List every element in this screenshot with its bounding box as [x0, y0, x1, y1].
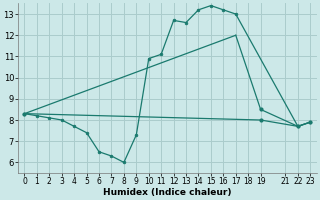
X-axis label: Humidex (Indice chaleur): Humidex (Indice chaleur)	[103, 188, 232, 197]
